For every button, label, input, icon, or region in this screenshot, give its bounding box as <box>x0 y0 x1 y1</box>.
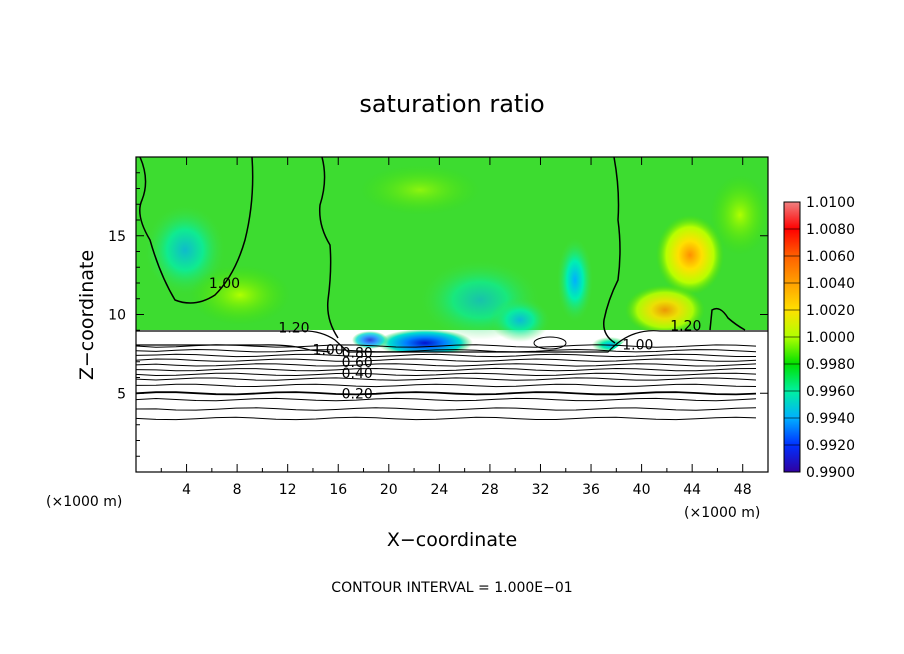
chart-title: saturation ratio <box>359 90 544 118</box>
contour-interval-note: CONTOUR INTERVAL = 1.000E−01 <box>331 580 572 596</box>
colorbar-cell <box>784 445 800 472</box>
stable-contour-line <box>136 377 757 381</box>
colorbar-label: 0.9980 <box>806 357 855 373</box>
contour-1.20-layer-top <box>136 330 768 353</box>
cyan-region-right <box>490 298 550 342</box>
y-axis-ticks: 5 10 15 <box>108 172 768 457</box>
y-tick-label: 5 <box>117 386 126 402</box>
colorbar-label: 0.9960 <box>806 384 855 400</box>
colorbar-label: 1.0080 <box>806 222 855 238</box>
colorbar-label: 0.9920 <box>806 438 855 454</box>
stable-contour-line <box>136 383 757 388</box>
x-tick-label: 8 <box>233 482 242 498</box>
colorbar-cell <box>784 256 800 283</box>
stable-contour-line <box>136 391 757 396</box>
yellow-region-lower <box>625 285 705 335</box>
colorbar: 1.0100 1.0080 1.0060 1.0040 1.0020 1.0000 0.99… <box>783 195 855 481</box>
cyan-region-left <box>145 205 225 295</box>
colorbar-cell <box>784 418 800 445</box>
contour-label: 0.20 <box>342 386 373 402</box>
lime-region-top <box>360 165 480 215</box>
stable-contour-line <box>136 416 757 421</box>
y-tick-label: 10 <box>108 308 126 324</box>
colorbar-cell <box>784 229 800 256</box>
yellow-region-upper <box>656 215 724 295</box>
cyan-region-center <box>557 238 593 322</box>
contour-1.20-right <box>709 307 746 331</box>
contour-label: 0.80 <box>342 345 373 361</box>
x-axis-ticks: 4 8 12 16 20 24 28 32 36 40 44 48 <box>160 157 752 498</box>
x-tick-label: 16 <box>329 482 347 498</box>
contour-label: 1.00 <box>622 338 653 354</box>
blue-region-small <box>352 331 388 349</box>
colorbar-cell <box>784 283 800 310</box>
stable-contour-line <box>136 353 756 358</box>
x-unit-left: (×1000 m) <box>46 494 122 510</box>
x-tick-label: 36 <box>582 482 600 498</box>
stable-contour-line <box>136 367 757 372</box>
lime-region-right <box>710 175 768 255</box>
stable-contour-line <box>136 397 757 402</box>
contour-label: 1.00 <box>313 342 344 358</box>
x-tick-label: 44 <box>683 482 701 498</box>
colorbar-label: 1.0060 <box>806 249 855 265</box>
x-tick-label: 20 <box>380 482 398 498</box>
contour-1.00-center <box>318 157 339 339</box>
colorbar-cell <box>784 337 800 364</box>
plot-area: 1.001.201.000.800.600.400.201.001.20 <box>136 157 768 472</box>
colorbar-cell <box>784 202 800 229</box>
contour-labels: 1.001.201.000.800.600.400.201.001.20 <box>209 276 702 402</box>
colorbar-label: 0.9940 <box>806 411 855 427</box>
colorbar-label: 1.0020 <box>806 303 855 319</box>
stable-layer-contours <box>136 344 757 421</box>
stable-contour-line <box>136 407 757 411</box>
colorbar-label: 1.0000 <box>806 330 855 346</box>
colorbar-cell <box>784 391 800 418</box>
stable-contour-line <box>136 358 757 362</box>
contour-label: 0.40 <box>342 366 373 382</box>
x-axis-label: X−coordinate <box>387 529 517 551</box>
y-tick-label: 15 <box>108 229 126 245</box>
colorbar-cell <box>784 364 800 391</box>
x-unit-right: (×1000 m) <box>684 505 760 521</box>
stable-contour-line <box>136 363 757 367</box>
colorbar-label: 1.0040 <box>806 276 855 292</box>
colorbar-label: 0.9900 <box>806 465 855 481</box>
lime-region-left <box>190 265 290 325</box>
y-axis-label: Z−coordinate <box>76 250 98 380</box>
stable-contour-line <box>136 348 757 353</box>
contour-1.00-layer <box>136 344 331 353</box>
x-tick-label: 28 <box>481 482 499 498</box>
contour-label: 1.20 <box>670 319 701 335</box>
contour-label: 1.20 <box>278 320 309 336</box>
x-tick-label: 4 <box>182 482 191 498</box>
contour-1.00-right <box>602 157 621 344</box>
colorbar-cell <box>784 310 800 337</box>
x-tick-label: 32 <box>532 482 550 498</box>
contour-label: 0.60 <box>342 355 373 371</box>
x-tick-label: 48 <box>734 482 752 498</box>
contour-label: 1.00 <box>209 276 240 292</box>
contour-1.00-left <box>139 157 254 304</box>
x-tick-label: 40 <box>633 482 651 498</box>
x-tick-label: 24 <box>430 482 448 498</box>
x-tick-label: 12 <box>279 482 297 498</box>
stable-contour-line <box>136 372 757 377</box>
colorbar-label: 1.0100 <box>806 195 855 211</box>
